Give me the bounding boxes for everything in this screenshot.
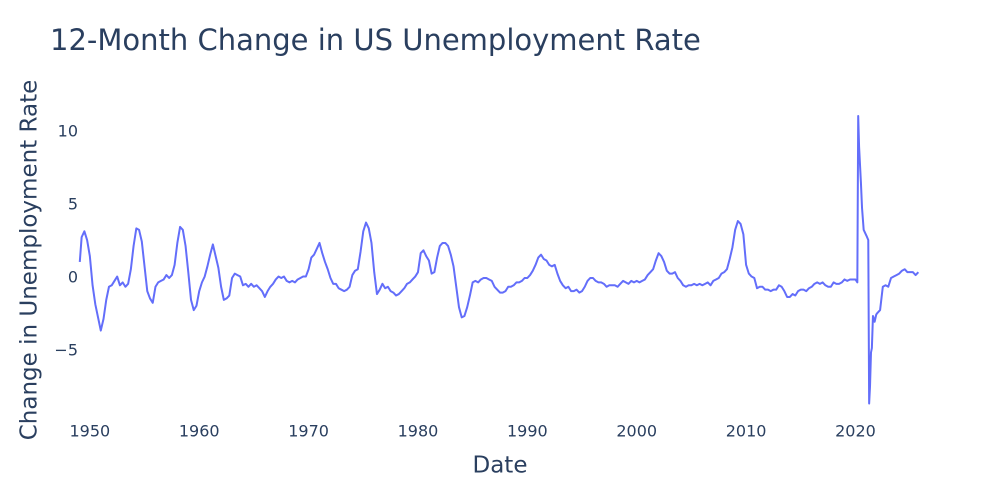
x-tick-label: 1960 [179,422,220,441]
x-tick-label: 2000 [616,422,657,441]
x-axis-title: Date [473,453,528,479]
chart-title: 12-Month Change in US Unemployment Rate [50,23,701,57]
y-tick-label: −5 [54,340,78,359]
y-tick-label: 5 [68,195,78,214]
x-tick-label: 1990 [507,422,548,441]
y-tick-label: 0 [68,267,78,286]
data-line [78,114,920,405]
x-tick-label: 1950 [69,422,110,441]
x-tick-label: 1980 [398,422,439,441]
y-tick-label: 10 [58,122,78,141]
x-tick-label: 2020 [835,422,876,441]
x-tick-label: 2010 [726,422,767,441]
y-axis-title: Change in Unemployment Rate [17,80,43,441]
x-tick-label: 1970 [288,422,329,441]
